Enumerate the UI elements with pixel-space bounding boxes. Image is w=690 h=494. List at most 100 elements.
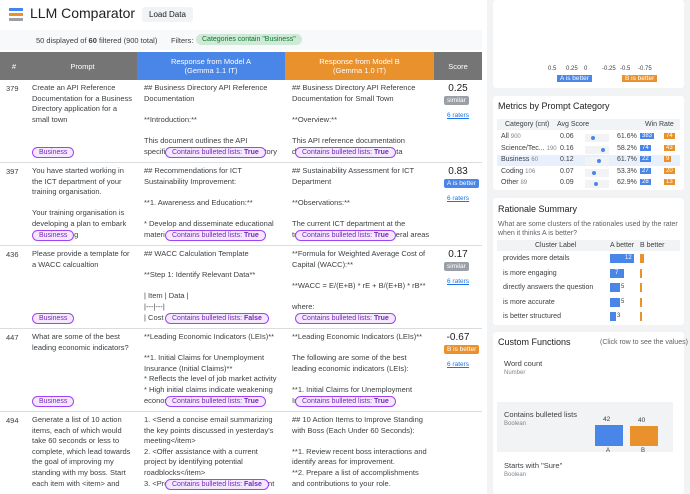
feature-chip: Contains bulleted lists: False (165, 479, 269, 490)
metrics-category: Coding 106 (501, 168, 535, 175)
feature-chip: Contains bulleted lists: True (295, 230, 396, 241)
feature-value: False (244, 315, 262, 322)
feature-value: True (374, 149, 389, 156)
avg-score: 0.16 (560, 144, 574, 152)
raters-link[interactable]: 6 raters (447, 195, 470, 202)
a-better-bar (610, 297, 620, 307)
a-wins: 27 (640, 167, 651, 174)
avg-score: 0.07 (560, 167, 574, 175)
raters-link[interactable]: 6 raters (447, 361, 470, 368)
load-data-button[interactable]: Load Data (142, 7, 193, 22)
feature-chip: Contains bulleted lists: True (295, 396, 396, 407)
a-axis-label: A (606, 448, 611, 454)
b-wins: 9 (664, 156, 672, 162)
function-type: Boolean (504, 421, 527, 427)
feature-value: True (374, 315, 389, 322)
a-wins: 74 (640, 144, 651, 151)
b-count: 40 (638, 417, 646, 424)
feature-label: Contains bulleted lists: (172, 315, 243, 322)
rationale-column: B better (640, 242, 665, 249)
avg-score-track (585, 134, 609, 142)
feature-label: Contains bulleted lists: (302, 149, 373, 156)
feature-chip: Contains bulleted lists: True (295, 147, 396, 158)
metrics-category: All 900 (501, 133, 521, 140)
verdict-badge: A is better (444, 179, 479, 188)
prompt-text: Create an API Reference Documentation fo… (32, 83, 135, 124)
raters-link[interactable]: 6 raters (447, 278, 470, 285)
metrics-column: Avg Score (557, 121, 590, 128)
a-wins: 28 (640, 179, 651, 185)
feature-label: Contains bulleted lists: (172, 398, 243, 405)
category-chip: Business (32, 147, 75, 158)
row-divider (0, 162, 482, 163)
cluster-label: is more accurate (503, 298, 555, 306)
column-header: Response from Model B (Gemma 1.0 IT) (285, 52, 434, 80)
custom-hint: (Click row to see the values) (600, 339, 688, 346)
avg-score-track (585, 145, 609, 154)
cluster-label: directly answers the question (503, 284, 594, 291)
feature-label: Contains bulleted lists: (172, 481, 243, 488)
logo (9, 8, 23, 21)
a-better-bar (610, 283, 620, 292)
verdict-badge: similar (444, 96, 469, 105)
category-count: 60 (531, 157, 539, 163)
avg-score-dot (591, 136, 595, 140)
feature-value: True (244, 149, 259, 156)
category-count: 190 (546, 145, 557, 152)
count-prefix: 50 displayed of (36, 36, 87, 45)
avg-score: 0.12 (560, 156, 574, 163)
rationale-column: Cluster Label (535, 242, 577, 249)
feature-chip: Contains bulleted lists: True (295, 313, 396, 324)
function-type: Boolean (504, 472, 527, 478)
avg-score: 0.09 (560, 179, 574, 186)
custom-title: Custom Functions (498, 337, 571, 347)
feature-value: False (244, 481, 262, 488)
rationale-column: A better (610, 242, 635, 249)
feature-chip: Contains bulleted lists: True (165, 147, 266, 158)
rationale-card (493, 198, 684, 325)
feature-label: Contains bulleted lists: (172, 149, 243, 156)
b-axis-label: B (641, 448, 646, 454)
metrics-column: Win Rate (645, 121, 674, 128)
prompt-text: Generate a list of 10 action items, each… (32, 415, 131, 490)
a-better-count: 5 (621, 298, 625, 305)
row-id: 379 (6, 84, 19, 93)
count-text: 50 displayed of 60 filtered (900 total) (36, 36, 157, 45)
feature-chip: Contains bulleted lists: False (165, 313, 269, 324)
win-rate: 62.9% (617, 179, 637, 186)
function-name: Word count (504, 359, 543, 368)
b-better-label: B is better (622, 75, 658, 82)
feature-value: True (374, 398, 389, 405)
b-better-bar (640, 312, 642, 321)
histogram-tick: 0 (584, 66, 588, 72)
metrics-column: Category (cnt) (505, 121, 550, 128)
function-type: Number (504, 370, 526, 376)
b-better-bar (640, 254, 644, 263)
b-wins: 43 (664, 144, 675, 151)
feature-chip: Contains bulleted lists: True (165, 230, 266, 241)
rationale-question: What are some clusters of the rationales… (498, 221, 678, 237)
rationale-header (497, 240, 680, 251)
avg-score-dot (597, 159, 601, 163)
filter-chip[interactable]: Categories contain "Business" (196, 34, 302, 45)
feature-label: Contains bulleted lists: (172, 232, 243, 239)
a-count: 42 (603, 416, 611, 423)
category-chip: Business (32, 396, 75, 407)
count-suffix: filtered (900 total) (98, 36, 158, 45)
avg-score-dot (594, 182, 598, 186)
row-id: 436 (6, 250, 19, 259)
filters-label: Filters: (171, 36, 194, 45)
category-chip: Business (32, 230, 75, 241)
category-name: Coding (501, 167, 524, 175)
feature-label: Contains bulleted lists: (302, 232, 373, 239)
app-title: LLM Comparator (30, 5, 136, 21)
a-better-count: 7 (615, 269, 619, 276)
score: 0.83 (448, 166, 468, 177)
cluster-label: is more engaging (503, 269, 557, 277)
a-better-bar (610, 312, 616, 321)
category-count: 106 (525, 168, 536, 175)
raters-link[interactable]: 6 raters (447, 112, 470, 119)
prompt-text: Please provide a template for a WACC cal… (32, 249, 132, 269)
histogram-tick: -0.5 (620, 66, 631, 72)
row-id: 447 (6, 333, 19, 342)
